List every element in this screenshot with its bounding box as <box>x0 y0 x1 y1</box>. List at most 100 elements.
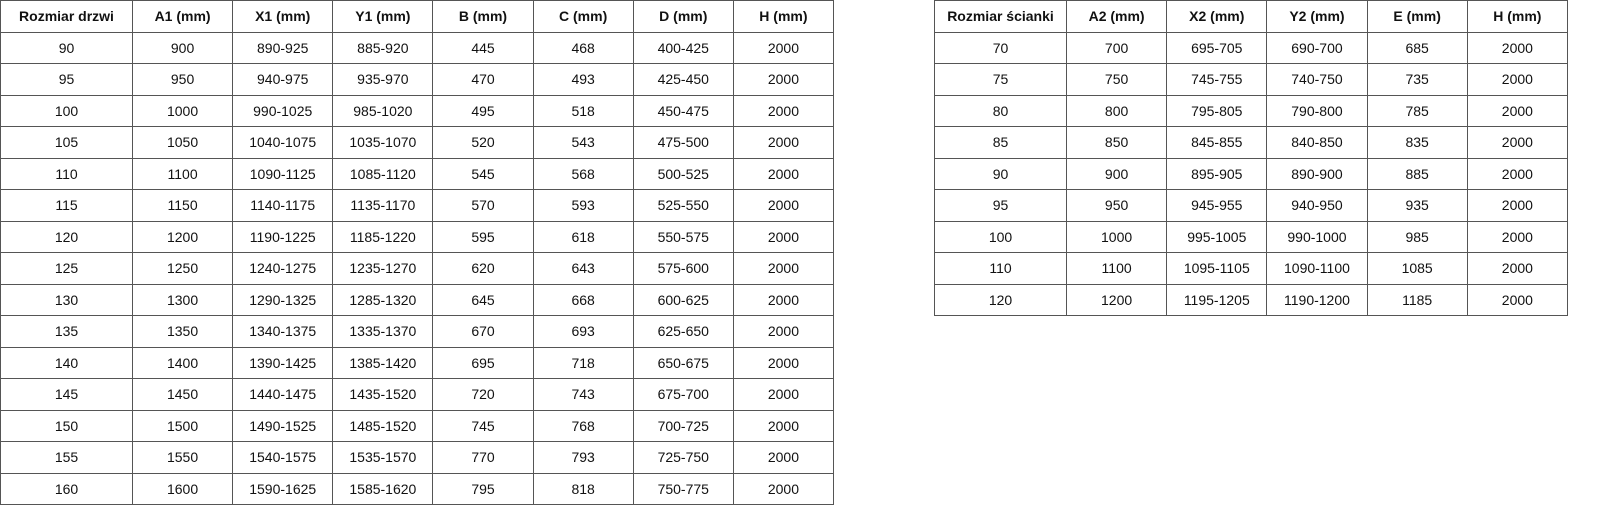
table-cell: 1390-1425 <box>232 346 334 379</box>
table-cell: 70 <box>934 31 1067 64</box>
table-cell: 90 <box>934 157 1067 190</box>
table-cell: 1135-1170 <box>332 189 434 222</box>
table-cell: 1085 <box>1366 252 1468 285</box>
table-cell: 818 <box>532 472 634 505</box>
column-header: D (mm) <box>632 0 734 33</box>
table-cell: 95 <box>934 189 1067 222</box>
table-row: 100 1000 990-1025 985-1020 495 518 450-475 2000 <box>0 94 835 127</box>
table-cell: 2000 <box>732 252 835 285</box>
table-cell: 2000 <box>732 31 835 64</box>
table-cell: 1535-1570 <box>332 441 434 474</box>
table-cell: 950 <box>131 63 234 96</box>
table-cell: 1540-1575 <box>232 441 334 474</box>
table-row: 105 1050 1040-1075 1035-1070 520 543 475-500 20… <box>0 126 835 159</box>
table-cell: 150 <box>0 409 133 442</box>
table-cell: 995-1005 <box>1166 220 1268 253</box>
table-cell: 115 <box>0 189 133 222</box>
table-cell: 600-625 <box>632 283 734 316</box>
table-row: 140 1400 1390-1425 1385-1420 695 718 650-675 20… <box>0 346 835 379</box>
table-cell: 1235-1270 <box>332 252 434 285</box>
table-cell: 1490-1525 <box>232 409 334 442</box>
table-cell: 1200 <box>1065 283 1168 316</box>
table-cell: 105 <box>0 126 133 159</box>
table-cell: 2000 <box>1466 283 1569 316</box>
table-cell: 740-750 <box>1266 63 1368 96</box>
table-row: 95 950 940-975 935-970 470 493 425-450 2000 <box>0 63 835 96</box>
table-cell: 1585-1620 <box>332 472 434 505</box>
table-cell: 1185-1220 <box>332 220 434 253</box>
table-cell: 2000 <box>1466 63 1569 96</box>
table-cell: 935-970 <box>332 63 434 96</box>
table-cell: 625-650 <box>632 315 734 348</box>
table-cell: 2000 <box>732 220 835 253</box>
table-cell: 700 <box>1065 31 1168 64</box>
table-cell: 720 <box>432 378 534 411</box>
table-cell: 1090-1100 <box>1266 252 1368 285</box>
table-cell: 570 <box>432 189 534 222</box>
table-cell: 795 <box>432 472 534 505</box>
table-cell: 545 <box>432 157 534 190</box>
table-cell: 895-905 <box>1166 157 1268 190</box>
column-header: Rozmiar drzwi <box>0 0 133 33</box>
column-header: C (mm) <box>532 0 634 33</box>
table-cell: 985-1020 <box>332 94 434 127</box>
table-row: 90 900 895-905 890-900 885 2000 <box>934 157 1569 190</box>
table-cell: 1040-1075 <box>232 126 334 159</box>
table-cell: 120 <box>934 283 1067 316</box>
header-row: Rozmiar ścianki A2 (mm) X2 (mm) Y2 (mm) E (m… <box>934 0 1569 33</box>
table-row: 120 1200 1195-1205 1190-1200 1185 2000 <box>934 283 1569 316</box>
table-cell: 1000 <box>131 94 234 127</box>
table-cell: 500-525 <box>632 157 734 190</box>
table-row: 145 1450 1440-1475 1435-1520 720 743 675-700 20… <box>0 378 835 411</box>
table-row: 120 1200 1190-1225 1185-1220 595 618 550-575 20… <box>0 220 835 253</box>
table-cell: 110 <box>0 157 133 190</box>
table-cell: 2000 <box>732 346 835 379</box>
table-cell: 718 <box>532 346 634 379</box>
column-header: X2 (mm) <box>1166 0 1268 33</box>
table-cell: 618 <box>532 220 634 253</box>
table-row: 110 1100 1095-1105 1090-1100 1085 2000 <box>934 252 1569 285</box>
table-cell: 493 <box>532 63 634 96</box>
table-cell: 518 <box>532 94 634 127</box>
table-cell: 675-700 <box>632 378 734 411</box>
table-cell: 568 <box>532 157 634 190</box>
table-cell: 1450 <box>131 378 234 411</box>
table-cell: 468 <box>532 31 634 64</box>
table-row: 150 1500 1490-1525 1485-1520 745 768 700-725 20… <box>0 409 835 442</box>
table-cell: 470 <box>432 63 534 96</box>
table-cell: 140 <box>0 346 133 379</box>
table-cell: 400-425 <box>632 31 734 64</box>
table-cell: 1240-1275 <box>232 252 334 285</box>
table-cell: 90 <box>0 31 133 64</box>
table-cell: 75 <box>934 63 1067 96</box>
table-cell: 425-450 <box>632 63 734 96</box>
table-cell: 850 <box>1065 126 1168 159</box>
table-cell: 940-975 <box>232 63 334 96</box>
table-row: 85 850 845-855 840-850 835 2000 <box>934 126 1569 159</box>
table-cell: 1100 <box>131 157 234 190</box>
table-cell: 690-700 <box>1266 31 1368 64</box>
table-cell: 1150 <box>131 189 234 222</box>
table-cell: 1590-1625 <box>232 472 334 505</box>
table-cell: 990-1000 <box>1266 220 1368 253</box>
table-cell: 593 <box>532 189 634 222</box>
table-row: 90 900 890-925 885-920 445 468 400-425 2000 <box>0 31 835 64</box>
table-cell: 1600 <box>131 472 234 505</box>
table-cell: 130 <box>0 283 133 316</box>
table-cell: 670 <box>432 315 534 348</box>
table-cell: 110 <box>934 252 1067 285</box>
table-cell: 100 <box>0 94 133 127</box>
table-cell: 1195-1205 <box>1166 283 1268 316</box>
table-cell: 1335-1370 <box>332 315 434 348</box>
table-cell: 1400 <box>131 346 234 379</box>
table-cell: 2000 <box>732 472 835 505</box>
table-cell: 2000 <box>732 63 835 96</box>
table-cell: 450-475 <box>632 94 734 127</box>
table-cell: 793 <box>532 441 634 474</box>
table-cell: 445 <box>432 31 534 64</box>
table-cell: 685 <box>1366 31 1468 64</box>
table-cell: 885 <box>1366 157 1468 190</box>
table-cell: 1485-1520 <box>332 409 434 442</box>
table-cell: 643 <box>532 252 634 285</box>
table-cell: 743 <box>532 378 634 411</box>
